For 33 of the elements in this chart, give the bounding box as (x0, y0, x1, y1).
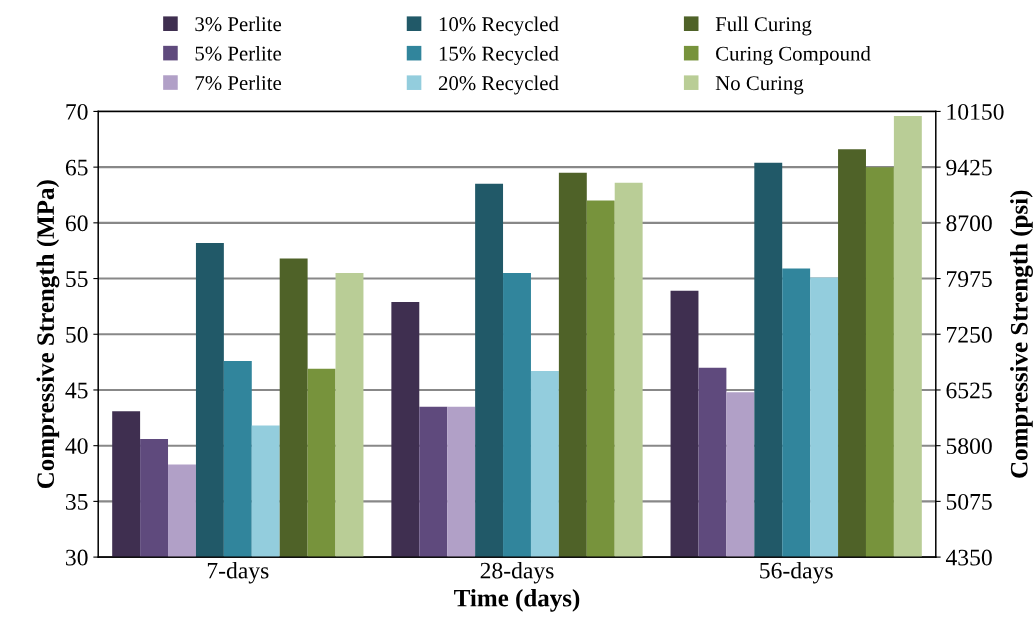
legend-label: 15% Recycled (439, 46, 559, 65)
legend-label: 10% Recycled (439, 16, 559, 36)
legend-label: Curing Compound (716, 46, 871, 65)
y-tick-label: 45 (65, 382, 88, 399)
y2-tick-label: 4350 (945, 549, 992, 566)
y2-tick-label: 7975 (947, 271, 992, 287)
y2-tick-label: 5800 (946, 438, 992, 455)
y-tick-label: 55 (66, 271, 88, 287)
legend-label: Full Curing (715, 16, 812, 36)
legend-label: 20% Recycled (438, 75, 559, 95)
y-tick-label: 50 (66, 326, 88, 343)
y2-tick-label: 10150 (947, 103, 1004, 120)
legend-label: No Curing (715, 76, 804, 95)
y-tick-label: 70 (66, 103, 88, 120)
x-tick-label: 28-days (480, 561, 554, 584)
y2-tick-label: 7250 (947, 326, 992, 343)
y-tick-label: 40 (65, 438, 88, 455)
y2-tick-label: 6525 (946, 382, 992, 399)
y-tick-label: 65 (65, 159, 88, 176)
x-tick-label: 7-days (207, 561, 269, 584)
y2-tick-label: 8700 (946, 215, 992, 232)
legend-label: 3% Perlite (195, 16, 282, 32)
y-axis-title: Compressive Strength (MPa) (36, 180, 60, 489)
x-tick-label: 56-days (760, 561, 833, 584)
y-tick-label: 30 (66, 549, 88, 566)
y-tick-label: 35 (66, 493, 88, 510)
legend-label: 7% Perlite (195, 75, 282, 91)
legend-label: 5% Perlite (195, 45, 282, 61)
y2-tick-label: 9425 (946, 159, 992, 176)
x-axis-title: Time (days) (454, 589, 580, 612)
y2-axis-title: Compressive Strength (psi) (1010, 190, 1033, 478)
y-tick-label: 60 (65, 215, 88, 232)
y2-tick-label: 5075 (946, 493, 992, 510)
